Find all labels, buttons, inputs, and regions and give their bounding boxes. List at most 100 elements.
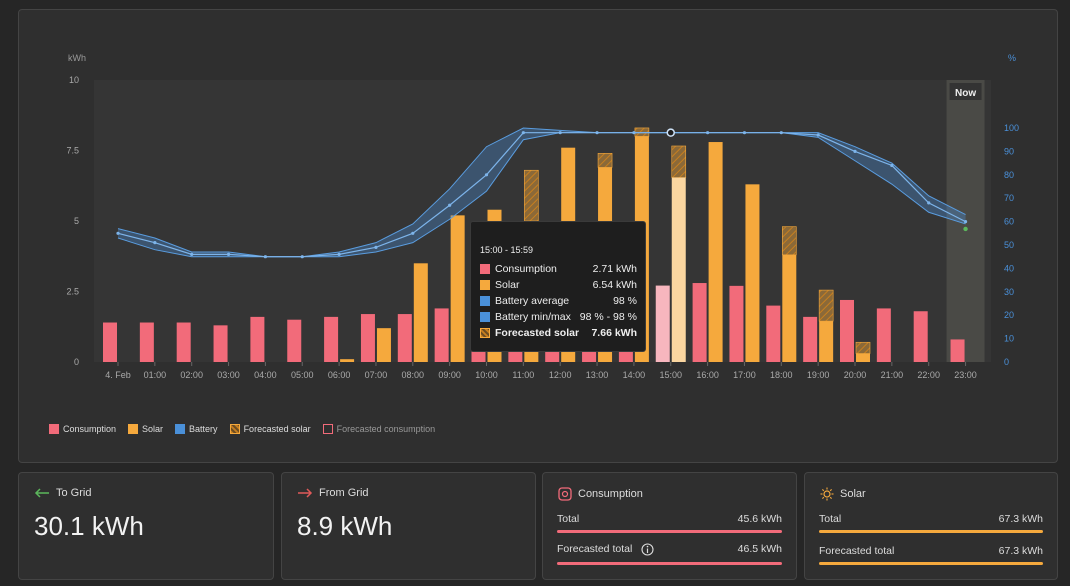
consumption-bar[interactable] [324,316,339,362]
battery-point[interactable] [263,255,267,259]
tooltip-value: 7.66 kWh [591,327,637,339]
legend-item-battery[interactable]: Battery [175,424,218,434]
energy-chart-card: 0 2.5 5 7.5 10 0 10 20 30 40 50 60 70 80 90 100 4. Feb 01… [18,9,1058,463]
y2-tick-label: 20 [1004,310,1014,320]
battery-swatch-icon [480,296,490,306]
battery-point[interactable] [411,231,415,235]
forecasted-solar-bar[interactable] [524,169,539,222]
consumption-swatch-icon [49,424,59,434]
battery-average-line [117,132,966,258]
battery-point[interactable] [521,131,525,135]
consumption-bar[interactable] [287,319,302,362]
legend-item-solar[interactable]: Solar [128,424,163,434]
battery-point[interactable] [226,252,231,256]
x-tick-label: 14:00 [623,370,646,380]
solar-bar[interactable] [450,215,465,362]
solar-bar[interactable] [708,142,723,362]
battery-point[interactable] [374,245,378,249]
consumption-bar[interactable] [103,322,117,362]
solar-bar[interactable] [376,328,391,362]
tooltip-row-solar: Solar 6.54 kWh [480,279,637,291]
battery-point[interactable] [595,131,599,135]
now-badge [949,83,982,100]
consumption-bar[interactable] [840,299,854,362]
x-tick-label: 09:00 [438,370,461,380]
solar-total-bar [819,530,1043,533]
consumption-bar[interactable] [360,314,375,362]
consumption-bar[interactable] [913,311,928,362]
battery-point[interactable] [927,201,931,205]
battery-point[interactable] [779,131,783,135]
battery-point[interactable] [816,133,820,137]
battery-point[interactable] [116,231,120,235]
legend-item-forecasted-consumption[interactable]: Forecasted consumption [322,424,435,434]
from-grid-value: 8.9 kWh [297,511,393,541]
solar-forecast-label: Forecasted total [819,545,895,557]
solar-bar[interactable] [340,359,355,362]
consumption-title: Consumption [558,487,643,501]
x-tick-label: 08:00 [402,370,425,380]
consumption-bar[interactable] [250,316,265,362]
battery-point[interactable] [890,163,894,168]
battery-point[interactable] [632,131,636,135]
battery-now-point [963,226,968,232]
consumption-bar[interactable] [139,322,154,362]
solar-bar[interactable] [671,177,686,362]
consumption-bar[interactable] [876,308,891,362]
solar-bar[interactable] [745,184,760,362]
battery-point[interactable] [963,220,968,224]
legend-item-forecasted-solar[interactable]: Forecasted solar [229,424,311,434]
arrow-left-icon [34,488,49,498]
consumption-bar[interactable] [213,325,228,362]
solar-bar[interactable] [819,321,834,362]
consumption-bar[interactable] [434,308,449,362]
solar-bar[interactable] [856,353,870,362]
battery-point[interactable] [190,252,194,256]
battery-point[interactable] [337,252,341,256]
x-tick-label: 4. Feb [105,370,131,380]
forecasted-solar-bar[interactable] [855,341,871,354]
battery-point[interactable] [153,241,157,245]
forecasted-solar-bar[interactable] [671,145,687,178]
x-tick-label: 06:00 [328,370,351,380]
x-tick-label: 23:00 [954,370,977,380]
battery-point[interactable] [742,131,747,135]
info-icon[interactable] [641,543,654,556]
consumption-forecast-label: Forecasted total [557,543,633,555]
battery-point[interactable] [853,149,857,153]
solar-bar[interactable] [782,254,797,362]
y2-tick-label: 0 [1004,357,1009,367]
solar-swatch-icon [480,280,490,290]
y2-tick-label: 10 [1004,334,1014,344]
consumption-bar[interactable] [950,339,965,362]
sun-icon [820,487,834,501]
battery-point[interactable] [448,203,452,207]
forecasted-solar-bar[interactable] [781,226,797,256]
battery-point[interactable] [706,131,710,135]
battery-point[interactable] [484,173,489,177]
battery-point[interactable] [300,255,304,259]
right-axis-unit: % [1008,53,1016,63]
consumption-bar[interactable] [766,305,781,362]
forecasted-solar-bar[interactable] [597,153,613,168]
consumption-bar[interactable] [397,314,412,362]
consumption-bar[interactable] [655,285,670,362]
y2-tick-label: 50 [1004,240,1014,250]
y-tick-label: 0 [74,357,79,367]
legend-item-consumption[interactable]: Consumption [49,424,116,434]
y2-tick-label: 70 [1004,193,1014,203]
solar-label: Solar [840,488,866,500]
consumption-bar[interactable] [176,322,191,362]
battery-point[interactable] [558,131,562,135]
solar-card: Solar Total 67.3 kWh Forecasted total 67… [804,472,1058,580]
x-tick-label: 01:00 [144,370,167,380]
forecasted-solar-bar[interactable] [818,289,834,322]
consumption-bar[interactable] [803,316,818,362]
solar-bar[interactable] [413,263,428,362]
consumption-bar[interactable] [729,285,744,362]
battery-point[interactable] [666,128,675,137]
y-tick-label: 7.5 [66,146,79,156]
tooltip-label: Battery average [495,295,570,307]
consumption-bar[interactable] [692,283,707,362]
